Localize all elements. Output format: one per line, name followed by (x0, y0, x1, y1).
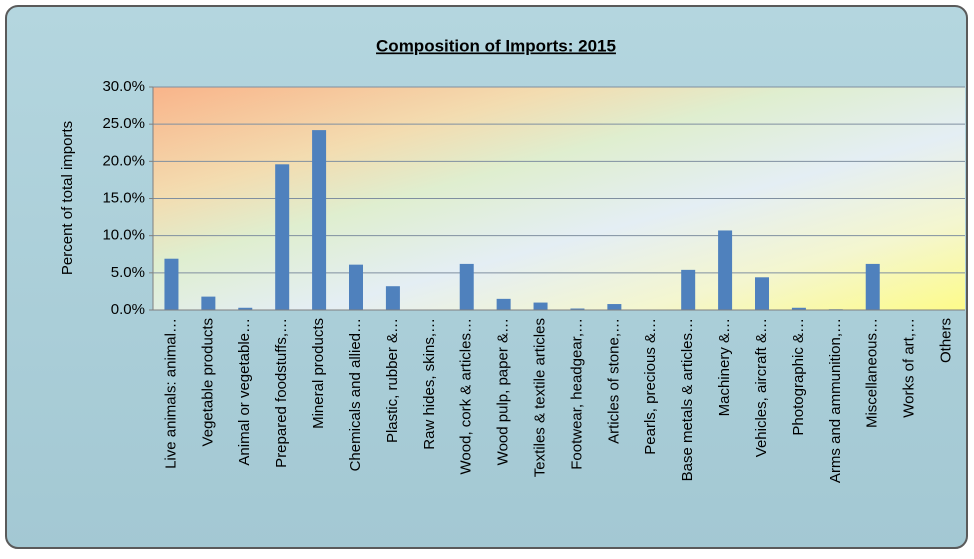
x-tick-label: Others (938, 318, 955, 363)
bar (238, 307, 253, 310)
bar (164, 258, 179, 310)
x-tick-label: Vehicles, aircraft &… (753, 318, 770, 457)
y-tick-label: 25.0% (102, 115, 145, 132)
x-tick-label: Machinery &… (716, 318, 733, 416)
x-tick-label: Textiles & textile articles (532, 318, 549, 477)
x-tick-label: Prepared foodstuffs,… (273, 318, 290, 468)
bar (718, 230, 733, 310)
x-tick-label: Wood, cork & articles… (458, 318, 475, 474)
bar (681, 269, 696, 310)
x-tick-label: Wood pulp, paper &… (495, 318, 512, 465)
y-tick-label: 20.0% (102, 152, 145, 169)
bar (459, 263, 474, 310)
x-tick-label: Chemicals and allied… (347, 318, 364, 471)
y-tick-label: 5.0% (111, 264, 145, 281)
bar (533, 302, 548, 310)
bar (385, 286, 400, 310)
bar (275, 164, 290, 310)
chart-title: Composition of Imports: 2015 (376, 36, 616, 55)
y-tick-label: 15.0% (102, 189, 145, 206)
x-tick-label: Mineral products (310, 318, 327, 429)
x-tick-label: Raw hides, skins,… (421, 318, 438, 450)
bar (496, 298, 511, 310)
y-axis-label: Percent of total imports (59, 121, 76, 275)
x-tick-label: Vegetable products (199, 318, 216, 446)
x-tick-label: Photographic &… (790, 318, 807, 436)
x-tick-label: Plastic, rubber &… (384, 318, 401, 443)
bar (607, 304, 622, 310)
bar (791, 307, 806, 310)
x-tick-label: Articles of stone,… (605, 318, 622, 444)
x-tick-label: Arms and ammunition,… (827, 318, 844, 483)
bar (755, 277, 769, 310)
y-tick-label: 10.0% (102, 227, 145, 244)
bar (312, 130, 327, 310)
x-tick-label: Animal or vegetable… (236, 318, 253, 466)
bar (570, 308, 585, 310)
x-tick-label: Miscellaneous… (864, 318, 881, 428)
y-tick-label: 30.0% (102, 78, 145, 95)
x-tick-label: Live animals: animal… (162, 318, 179, 469)
x-tick-label: Footwear, headgear,… (568, 318, 585, 470)
x-tick-label: Works of art,… (901, 318, 918, 418)
bar (349, 264, 363, 310)
bar (865, 263, 880, 310)
x-tick-label: Pearls, precious &… (642, 318, 659, 455)
x-tick-label: Base metals & articles… (679, 318, 696, 481)
bar (201, 296, 216, 310)
y-tick-label: 0.0% (111, 301, 145, 318)
